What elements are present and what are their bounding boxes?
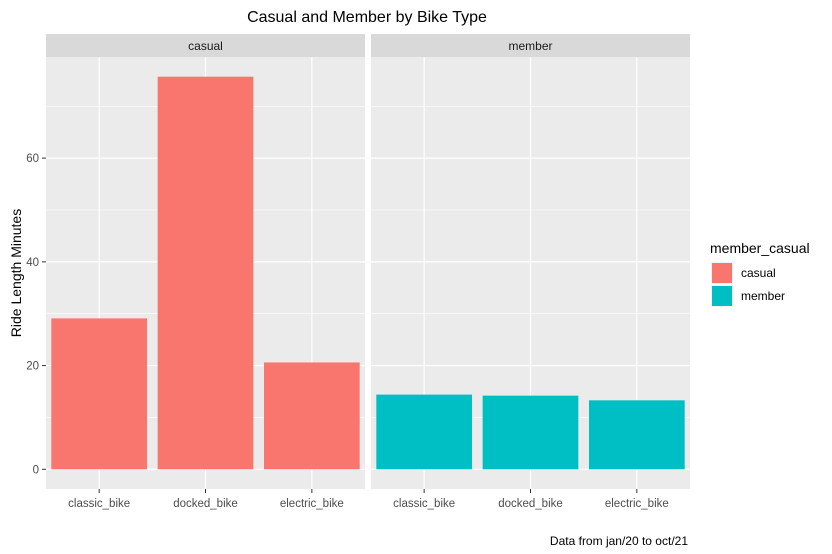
legend: member_casual casual member [710,240,810,307]
facet-panels: casual classic_bike docked_bike electric_bi… [46,34,690,510]
chart-title: Casual and Member by Bike Type [247,9,487,26]
facet-strip [371,34,690,57]
chart-caption: Data from jan/20 to oct/21 [550,534,688,548]
y-tick-label: 60 [26,153,39,165]
legend-label-casual: casual [741,266,776,280]
legend-key-member [712,286,732,306]
facet-strip [46,34,365,57]
y-tick-label: 40 [26,257,39,269]
facet-strip-label: casual [188,39,223,53]
bar-casual-classic_bike [51,318,148,470]
x-tick-label: electric_bike [605,498,669,510]
legend-label-member: member [741,289,785,303]
facet-panel-casual: casual classic_bike docked_bike electric_bi… [46,34,365,510]
facet-panel-member: member classic_bike docked_bike electric_bi… [371,34,690,510]
x-tick-label: classic_bike [393,498,455,510]
bar-member-electric_bike [588,400,685,470]
y-tick-label: 0 [33,464,39,476]
x-tick-label: classic_bike [68,498,130,510]
legend-key-casual [712,263,732,283]
y-axis-title: Ride Length Minutes [8,209,24,337]
bar-casual-electric_bike [263,362,360,470]
x-tick-label: docked_bike [173,498,238,510]
bar-member-docked_bike [482,395,579,470]
y-tick-label: 20 [26,361,39,373]
bar-casual-docked_bike [157,76,254,470]
bar-member-classic_bike [376,394,473,470]
y-axis: 0 20 40 60 [26,153,46,476]
facet-strip-label: member [508,39,552,53]
x-tick-label: electric_bike [280,498,344,510]
legend-title: member_casual [710,240,810,256]
x-tick-label: docked_bike [498,498,563,510]
